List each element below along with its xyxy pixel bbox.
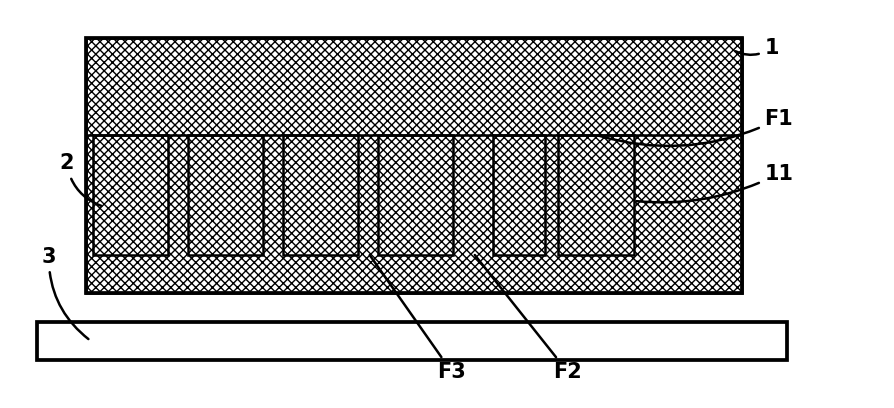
Text: 3: 3 [41,247,89,339]
Bar [544,135,558,255]
Bar [283,135,358,255]
Text: 2: 2 [59,153,101,206]
Bar [453,135,493,255]
Bar [168,135,188,255]
Bar [633,135,741,255]
Bar [86,38,741,135]
Text: 11: 11 [636,164,792,202]
Bar [188,135,263,255]
Bar [86,38,741,293]
Bar [37,322,786,360]
Bar [493,135,544,255]
Text: 1: 1 [735,38,778,58]
Bar [86,38,741,293]
Bar [86,135,93,255]
Text: F3: F3 [369,255,466,382]
Bar [558,135,633,255]
Bar [377,135,453,255]
Text: F1: F1 [598,109,792,146]
Text: F2: F2 [474,255,582,382]
Bar [93,135,168,255]
Bar [358,135,377,255]
Bar [263,135,283,255]
